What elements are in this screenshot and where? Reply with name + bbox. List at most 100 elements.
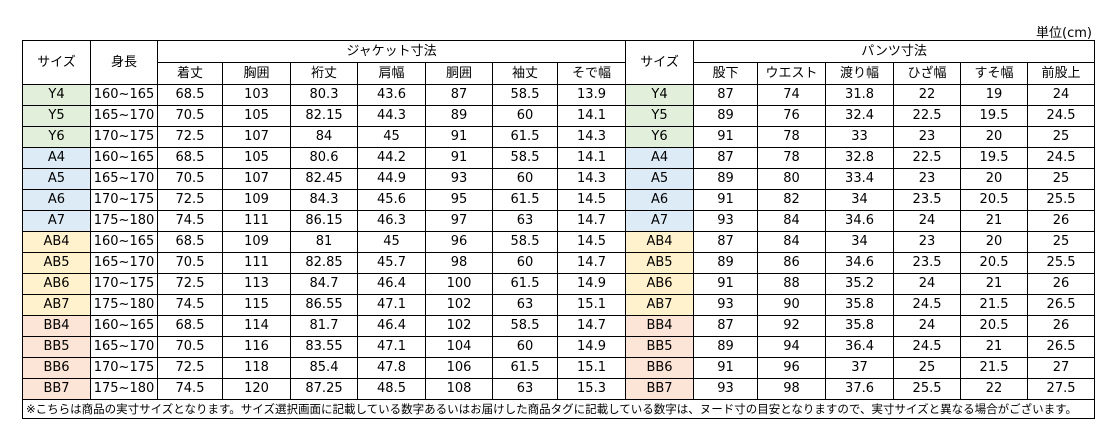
value-cell: 23: [893, 126, 962, 148]
data-row: A6 170~175 72.5 109 84.3 45.6 95 61.5 14.5 A6 91 82…: [22, 189, 1096, 211]
value-cell: 96: [757, 357, 827, 379]
column-header: そで幅: [556, 62, 627, 85]
value-cell: 44.9: [357, 168, 426, 190]
value-cell: 87: [693, 147, 759, 169]
value-cell: 91: [425, 147, 493, 169]
value-cell: 37: [825, 357, 895, 379]
column-header: ひざ幅: [893, 62, 962, 85]
value-cell: 14.3: [556, 168, 627, 190]
value-cell: 24: [893, 315, 962, 337]
value-cell: 20: [960, 168, 1029, 190]
value-cell: 61.5: [492, 126, 558, 148]
value-cell: 35.2: [825, 273, 895, 295]
value-cell: 20.5: [960, 189, 1029, 211]
value-cell: 58.5: [492, 231, 558, 253]
value-cell: 74.5: [157, 378, 223, 400]
pants-header: パンツ寸法: [693, 40, 1096, 63]
size-header: サイズ: [625, 40, 695, 85]
value-cell: 34.6: [825, 252, 895, 274]
value-cell: 25: [893, 357, 962, 379]
column-header: 前股上: [1027, 62, 1096, 85]
value-cell: 87: [693, 315, 759, 337]
value-cell: 89: [425, 105, 493, 127]
value-cell: 72.5: [157, 273, 223, 295]
value-cell: 27.5: [1027, 378, 1096, 400]
value-cell: 24.5: [1027, 105, 1096, 127]
value-cell: 82.85: [290, 252, 358, 274]
value-cell: 61.5: [492, 273, 558, 295]
value-cell: 105: [222, 147, 291, 169]
size-cell: BB7: [625, 378, 695, 400]
value-cell: 82: [757, 189, 827, 211]
value-cell: 46.3: [357, 210, 426, 232]
value-cell: 43.6: [357, 84, 426, 106]
data-row: A4 160~165 68.5 105 80.6 44.2 91 58.5 14.1 A4 87 78…: [22, 147, 1096, 169]
size-cell: A4: [22, 147, 91, 169]
value-cell: 60: [492, 336, 558, 358]
column-header: 着丈: [157, 62, 223, 85]
value-cell: 74.5: [157, 294, 223, 316]
size-header: サイズ: [22, 40, 91, 85]
value-cell: 26.5: [1027, 294, 1096, 316]
value-cell: 68.5: [157, 231, 223, 253]
value-cell: 22.5: [893, 147, 962, 169]
value-cell: 102: [425, 294, 493, 316]
value-cell: 87.25: [290, 378, 358, 400]
value-cell: 20.5: [960, 252, 1029, 274]
size-table: サイズ 身長 ジャケット寸法 サイズ パンツ寸法 着丈 胸囲 裄丈 肩幅 胴囲 袖丈 そで幅 股下 ウエス…: [21, 40, 1096, 419]
value-cell: 32.4: [825, 105, 895, 127]
data-row: AB7 175~180 74.5 115 86.55 47.1 102 63 15.1 AB7 93…: [22, 294, 1096, 316]
value-cell: 74.5: [157, 210, 223, 232]
value-cell: 91: [693, 273, 759, 295]
data-row: Y5 165~170 70.5 105 82.15 44.3 89 60 14.1 Y5 89 76 3…: [22, 105, 1096, 127]
value-cell: 32.8: [825, 147, 895, 169]
value-cell: 91: [693, 189, 759, 211]
value-cell: 20.5: [960, 315, 1029, 337]
header-row: サイズ 身長 ジャケット寸法 サイズ パンツ寸法: [22, 40, 1096, 85]
value-cell: 84.7: [290, 273, 358, 295]
value-cell: 23: [893, 231, 962, 253]
value-cell: 86.55: [290, 294, 358, 316]
value-cell: 24.5: [893, 336, 962, 358]
height-cell: 160~165: [90, 84, 158, 106]
value-cell: 24.5: [893, 294, 962, 316]
value-cell: 109: [222, 231, 291, 253]
size-cell: AB7: [22, 294, 91, 316]
value-cell: 109: [222, 189, 291, 211]
value-cell: 108: [425, 378, 493, 400]
value-cell: 102: [425, 315, 493, 337]
size-cell: BB6: [22, 357, 91, 379]
data-row: BB7 175~180 74.5 120 87.25 48.5 108 63 15.3 BB7 93…: [22, 378, 1096, 400]
value-cell: 45: [357, 231, 426, 253]
value-cell: 104: [425, 336, 493, 358]
value-cell: 60: [492, 252, 558, 274]
data-row: Y4 160~165 68.5 103 80.3 43.6 87 58.5 13.9 Y4 87 74…: [22, 84, 1096, 106]
height-cell: 165~170: [90, 105, 158, 127]
value-cell: 14.7: [556, 315, 627, 337]
value-cell: 80.3: [290, 84, 358, 106]
value-cell: 82.45: [290, 168, 358, 190]
value-cell: 46.4: [357, 315, 426, 337]
value-cell: 33.4: [825, 168, 895, 190]
value-cell: 116: [222, 336, 291, 358]
size-cell: Y5: [625, 105, 695, 127]
value-cell: 14.3: [556, 126, 627, 148]
value-cell: 24: [893, 210, 962, 232]
height-cell: 175~180: [90, 378, 158, 400]
value-cell: 94: [757, 336, 827, 358]
value-cell: 22.5: [893, 105, 962, 127]
value-cell: 21.5: [960, 357, 1029, 379]
value-cell: 35.8: [825, 294, 895, 316]
value-cell: 95: [425, 189, 493, 211]
value-cell: 60: [492, 105, 558, 127]
value-cell: 93: [693, 294, 759, 316]
value-cell: 61.5: [492, 189, 558, 211]
value-cell: 103: [222, 84, 291, 106]
value-cell: 23.5: [893, 252, 962, 274]
height-cell: 165~170: [90, 252, 158, 274]
data-row: AB6 170~175 72.5 113 84.7 46.4 100 61.5 14.9 AB6 9…: [22, 273, 1096, 295]
value-cell: 87: [693, 84, 759, 106]
value-cell: 93: [693, 210, 759, 232]
value-cell: 89: [693, 105, 759, 127]
